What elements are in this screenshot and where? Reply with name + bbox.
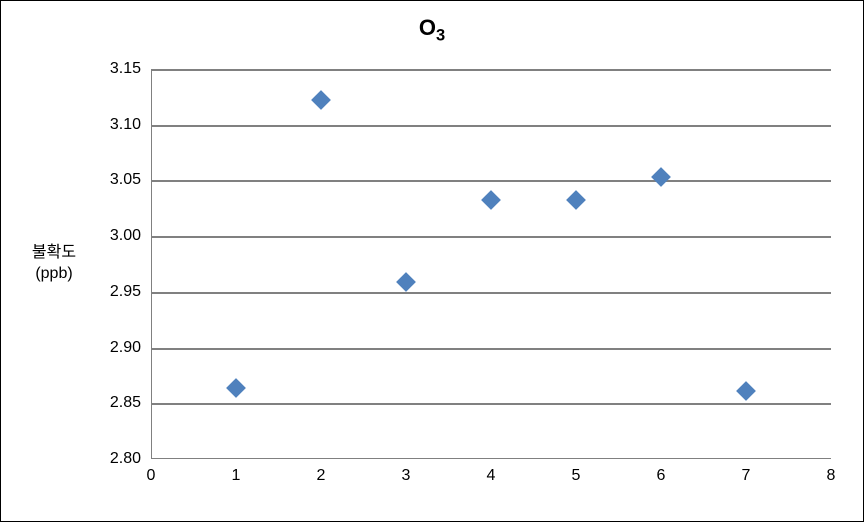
gridline-y bbox=[152, 125, 831, 127]
gridline-y bbox=[152, 69, 831, 71]
y-tick-label: 2.85 bbox=[91, 394, 141, 412]
y-tick-label: 3.00 bbox=[91, 227, 141, 245]
gridline-y bbox=[152, 292, 831, 294]
x-tick-label: 3 bbox=[391, 467, 421, 485]
gridline-y bbox=[152, 180, 831, 182]
x-tick-label: 4 bbox=[476, 467, 506, 485]
chart-title: O3 bbox=[1, 15, 863, 45]
y-tick-label: 3.05 bbox=[91, 171, 141, 189]
gridline-y bbox=[152, 236, 831, 238]
gridline-y bbox=[152, 403, 831, 405]
x-tick-label: 7 bbox=[731, 467, 761, 485]
y-axis-label-line1: 불확도 bbox=[19, 243, 89, 264]
y-tick-label: 2.90 bbox=[91, 339, 141, 357]
y-tick-label: 2.95 bbox=[91, 283, 141, 301]
x-tick-label: 6 bbox=[646, 467, 676, 485]
chart-container: O3 불확도 (ppb) 2.802.852.902.953.003.053.1… bbox=[0, 0, 864, 522]
chart-title-main: O bbox=[419, 15, 436, 40]
x-tick-label: 2 bbox=[306, 467, 336, 485]
plot-area bbox=[151, 69, 831, 459]
x-tick-label: 8 bbox=[816, 467, 846, 485]
x-tick-label: 0 bbox=[136, 467, 166, 485]
y-tick-label: 3.10 bbox=[91, 116, 141, 134]
x-tick-label: 5 bbox=[561, 467, 591, 485]
y-axis-label-line2: (ppb) bbox=[19, 264, 89, 285]
x-tick-label: 1 bbox=[221, 467, 251, 485]
y-tick-label: 2.80 bbox=[91, 450, 141, 468]
y-tick-label: 3.15 bbox=[91, 60, 141, 78]
gridline-y bbox=[152, 348, 831, 350]
y-axis-label: 불확도 (ppb) bbox=[19, 243, 89, 285]
chart-title-sub: 3 bbox=[436, 26, 445, 44]
